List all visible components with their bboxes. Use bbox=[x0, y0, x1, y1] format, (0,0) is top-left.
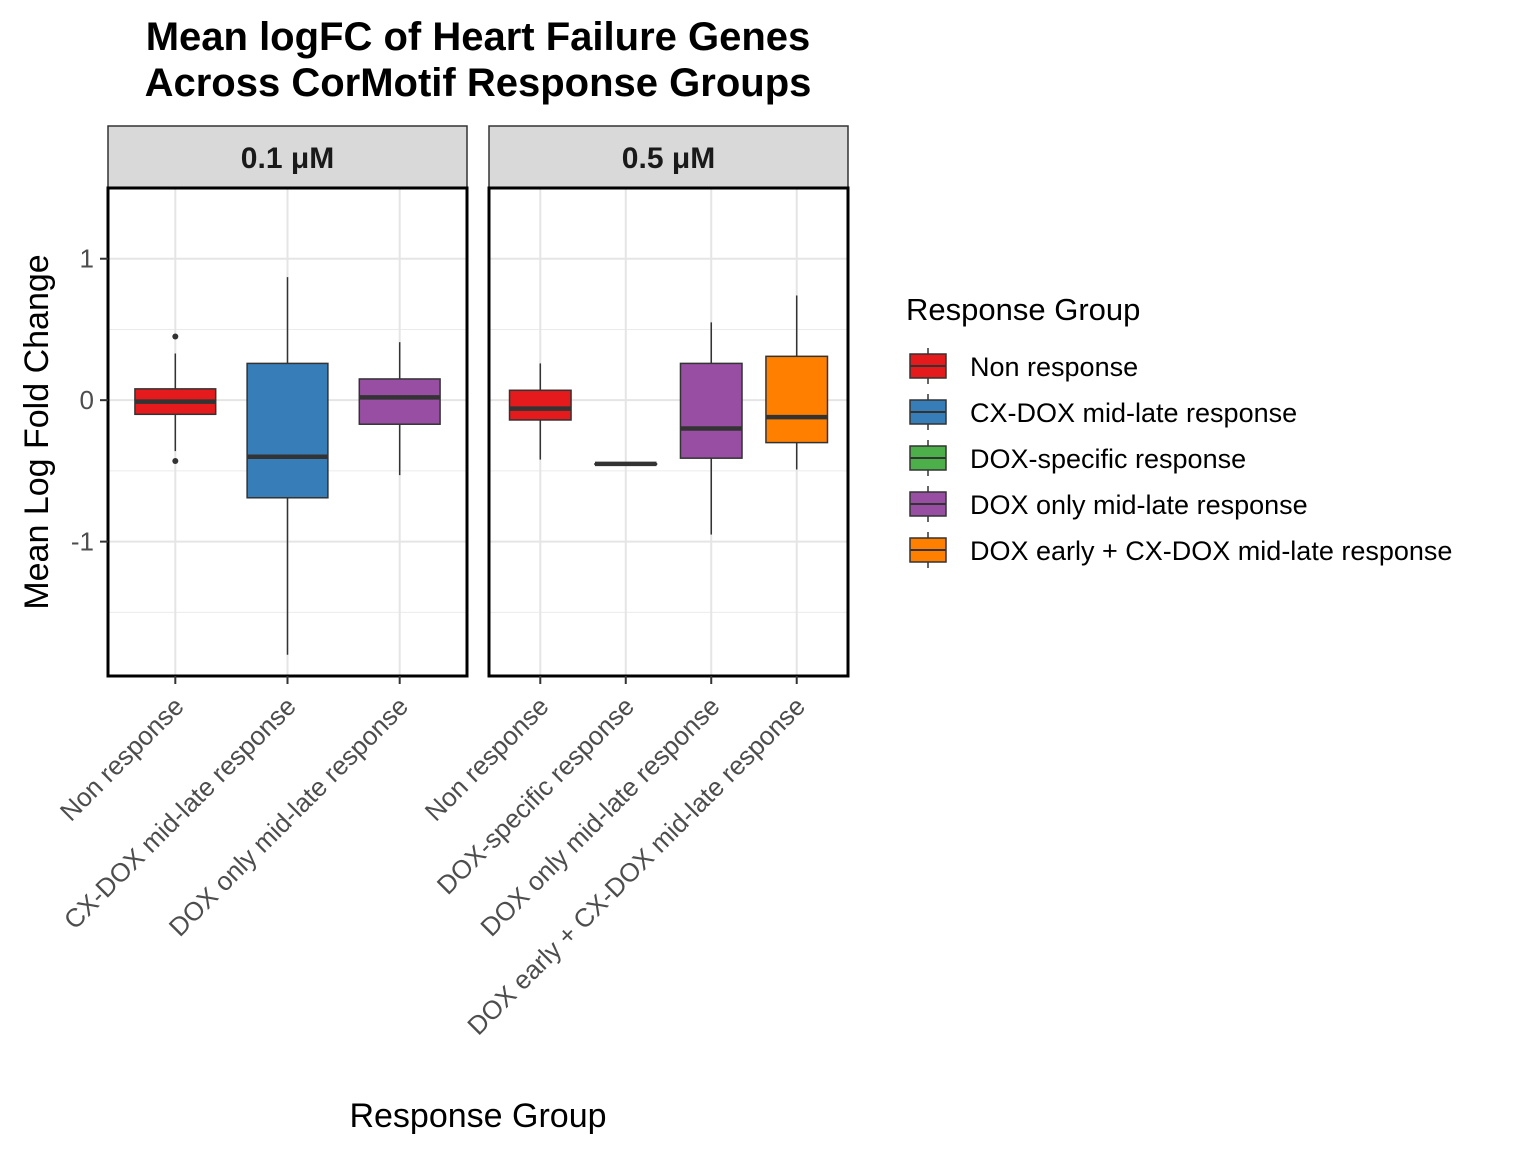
facet-strip bbox=[488, 125, 849, 189]
legend-entry: DOX only mid-late response bbox=[909, 486, 1308, 522]
legend-label: CX-DOX mid-late response bbox=[970, 398, 1297, 428]
box-iqr bbox=[679, 362, 743, 459]
box-iqr bbox=[508, 389, 572, 421]
facet-strip-label: 0.5 μM bbox=[622, 142, 715, 175]
legend-label: DOX early + CX-DOX mid-late response bbox=[970, 536, 1452, 566]
y-tick-label: 1 bbox=[80, 244, 94, 274]
y-tick-label: 0 bbox=[80, 385, 94, 415]
box-dox-only-mid-late-response bbox=[679, 322, 743, 535]
legend-label: DOX-specific response bbox=[970, 444, 1246, 474]
chart-title-line-2: Across CorMotif Response Groups bbox=[145, 61, 812, 105]
legend: Response Group Non response CX-DOX mid-la… bbox=[906, 292, 1452, 568]
facet-strip bbox=[107, 125, 468, 189]
legend-entry: DOX early + CX-DOX mid-late response bbox=[909, 532, 1452, 568]
box-dox-early-cx-dox-mid-late-response bbox=[765, 295, 829, 470]
box-non-response bbox=[508, 363, 572, 460]
box-non-response bbox=[134, 333, 217, 464]
box-dox-specific-response bbox=[594, 461, 658, 467]
box-iqr bbox=[358, 378, 441, 425]
legend-label: Non response bbox=[970, 352, 1138, 382]
legend-entry: Non response bbox=[909, 348, 1138, 384]
box-iqr bbox=[246, 362, 329, 499]
x-tick-label: DOX only mid-late response bbox=[163, 691, 414, 942]
facet-strip-label: 0.1 μM bbox=[241, 142, 334, 175]
outlier-point bbox=[172, 333, 179, 340]
y-axis: 1 0 -1 bbox=[71, 244, 108, 557]
legend-label: DOX only mid-late response bbox=[970, 490, 1308, 520]
legend-entry: DOX-specific response bbox=[909, 440, 1246, 476]
outlier-point bbox=[172, 457, 179, 464]
chart-title-line-1: Mean logFC of Heart Failure Genes bbox=[146, 15, 811, 59]
x-tick-label: CX-DOX mid-late response bbox=[58, 691, 302, 935]
legend-entry: CX-DOX mid-late response bbox=[909, 394, 1297, 430]
box-dox-only-mid-late-response bbox=[358, 342, 441, 476]
panel-border bbox=[487, 186, 850, 678]
legend-title: Response Group bbox=[906, 292, 1140, 327]
x-axis-title: Response Group bbox=[349, 1097, 606, 1135]
y-tick-label: -1 bbox=[71, 527, 94, 557]
box-cx-dox-mid-late-response bbox=[246, 277, 329, 655]
y-axis-title: Mean Log Fold Change bbox=[18, 254, 56, 609]
box-iqr bbox=[765, 355, 829, 444]
